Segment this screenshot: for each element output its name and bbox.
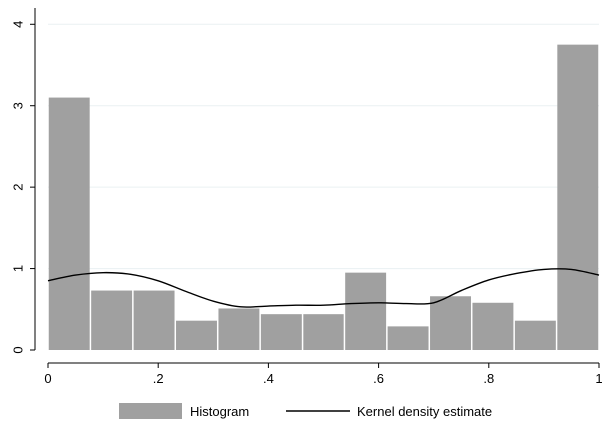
legend-label-histogram: Histogram bbox=[190, 404, 249, 419]
gridlines bbox=[48, 23, 599, 270]
histogram-bar bbox=[472, 302, 514, 350]
y-tick-label-2: 2 bbox=[11, 184, 26, 191]
legend: Histogram Kernel density estimate bbox=[119, 403, 492, 419]
histogram-bar bbox=[514, 320, 556, 350]
y-tick-label-0: 0 bbox=[11, 346, 26, 353]
histogram-bar bbox=[176, 320, 217, 350]
x-tick-label-1: .2 bbox=[153, 371, 164, 386]
histogram-bar bbox=[133, 290, 175, 350]
histogram-bar bbox=[260, 314, 302, 350]
histogram-bar bbox=[430, 296, 471, 350]
legend-label-kde: Kernel density estimate bbox=[357, 404, 492, 419]
x-tick-label-2: .4 bbox=[263, 371, 274, 386]
x-tick-label-3: .6 bbox=[373, 371, 384, 386]
kde-curve-group bbox=[47, 268, 600, 308]
histogram-bar bbox=[48, 97, 90, 350]
legend-swatch-histogram bbox=[119, 403, 182, 419]
x-tick-label-0: 0 bbox=[44, 371, 51, 386]
axes: 0 1 2 3 4 0 .2 .4 .6 .8 1 bbox=[11, 8, 603, 386]
histogram-bar bbox=[218, 308, 260, 350]
histogram-bar bbox=[345, 272, 387, 350]
x-tick-label-5: 1 bbox=[595, 371, 602, 386]
x-tick-label-4: .8 bbox=[483, 371, 494, 386]
histogram-bars bbox=[48, 44, 599, 351]
y-tick-label-4: 4 bbox=[11, 21, 26, 28]
histogram-bar bbox=[303, 314, 344, 350]
histogram-bar bbox=[387, 326, 429, 350]
kde-curve-line bbox=[47, 268, 600, 308]
histogram-bar bbox=[91, 290, 133, 350]
y-tick-label-1: 1 bbox=[11, 265, 26, 272]
histogram-bar bbox=[557, 44, 599, 351]
y-tick-label-3: 3 bbox=[11, 102, 26, 109]
